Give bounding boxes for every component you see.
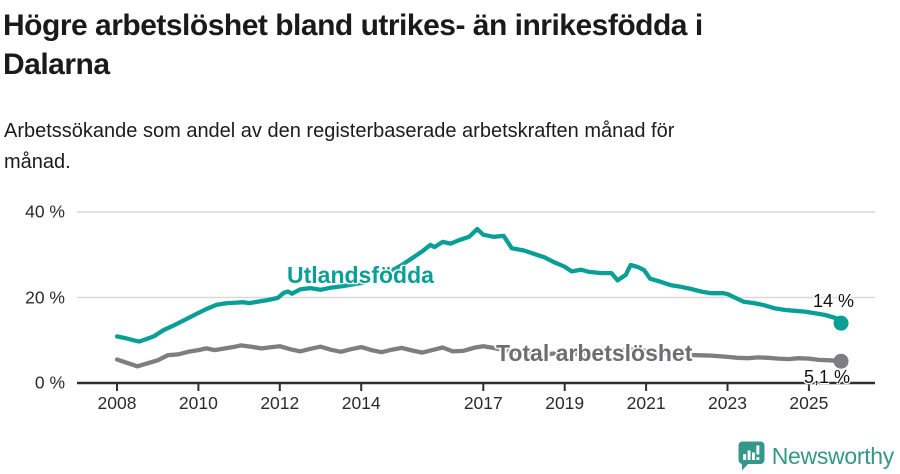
series-label-total-arbetsloshet: Total arbetslöshet — [496, 340, 693, 366]
x-axis-label: 2012 — [260, 393, 300, 413]
series-end-dot-utlandsfodda — [833, 315, 849, 331]
x-axis-label: 2023 — [708, 393, 747, 413]
page-subtitle-line-1: Arbetssökande som andel av den registerb… — [4, 120, 675, 142]
page-title-line-1: Högre arbetslöshet bland utrikes- än inr… — [3, 9, 703, 42]
newsworthy-logo[interactable]: Newsworthy — [738, 441, 894, 471]
x-axis-label: 2010 — [178, 393, 218, 413]
page-title: Högre arbetslöshet bland utrikes- än inr… — [3, 6, 703, 84]
logo-exclamation-bar — [756, 445, 760, 455]
x-axis-label: 2008 — [97, 393, 137, 413]
page-title-line-2: Dalarna — [3, 48, 110, 81]
newsworthy-logo-text: Newsworthy — [771, 442, 895, 469]
series-line-total-arbetsloshet — [114, 343, 844, 369]
page-subtitle-line-2: månad. — [4, 151, 71, 173]
page-subtitle: Arbetssökande som andel av den registerb… — [4, 116, 674, 178]
logo-bar-2 — [747, 450, 751, 460]
x-axis-label: 2025 — [789, 393, 829, 413]
series-line-utlandsfodda — [114, 226, 844, 344]
end-value-label-total-arbetsloshet: 5,1 % — [804, 367, 851, 387]
y-axis-label: 40 % — [25, 201, 65, 222]
logo-bar-3 — [751, 452, 755, 460]
x-axis-label: 2021 — [626, 393, 666, 413]
x-axis-label: 2017 — [463, 393, 503, 413]
series-end-dot-total-arbetsloshet — [833, 353, 849, 369]
y-axis-label: 0 % — [34, 372, 65, 393]
newsworthy-logo-icon — [738, 441, 765, 471]
x-axis-label: 2019 — [545, 393, 585, 413]
end-value-label-utlandsfodda: 14 % — [813, 291, 855, 311]
x-axis-label: 2014 — [341, 393, 381, 413]
series-label-utlandsfodda: Utlandsfödda — [287, 262, 434, 288]
logo-bar-1 — [742, 454, 746, 460]
logo-exclamation-dot — [756, 457, 760, 460]
y-axis-label: 20 % — [25, 287, 65, 307]
